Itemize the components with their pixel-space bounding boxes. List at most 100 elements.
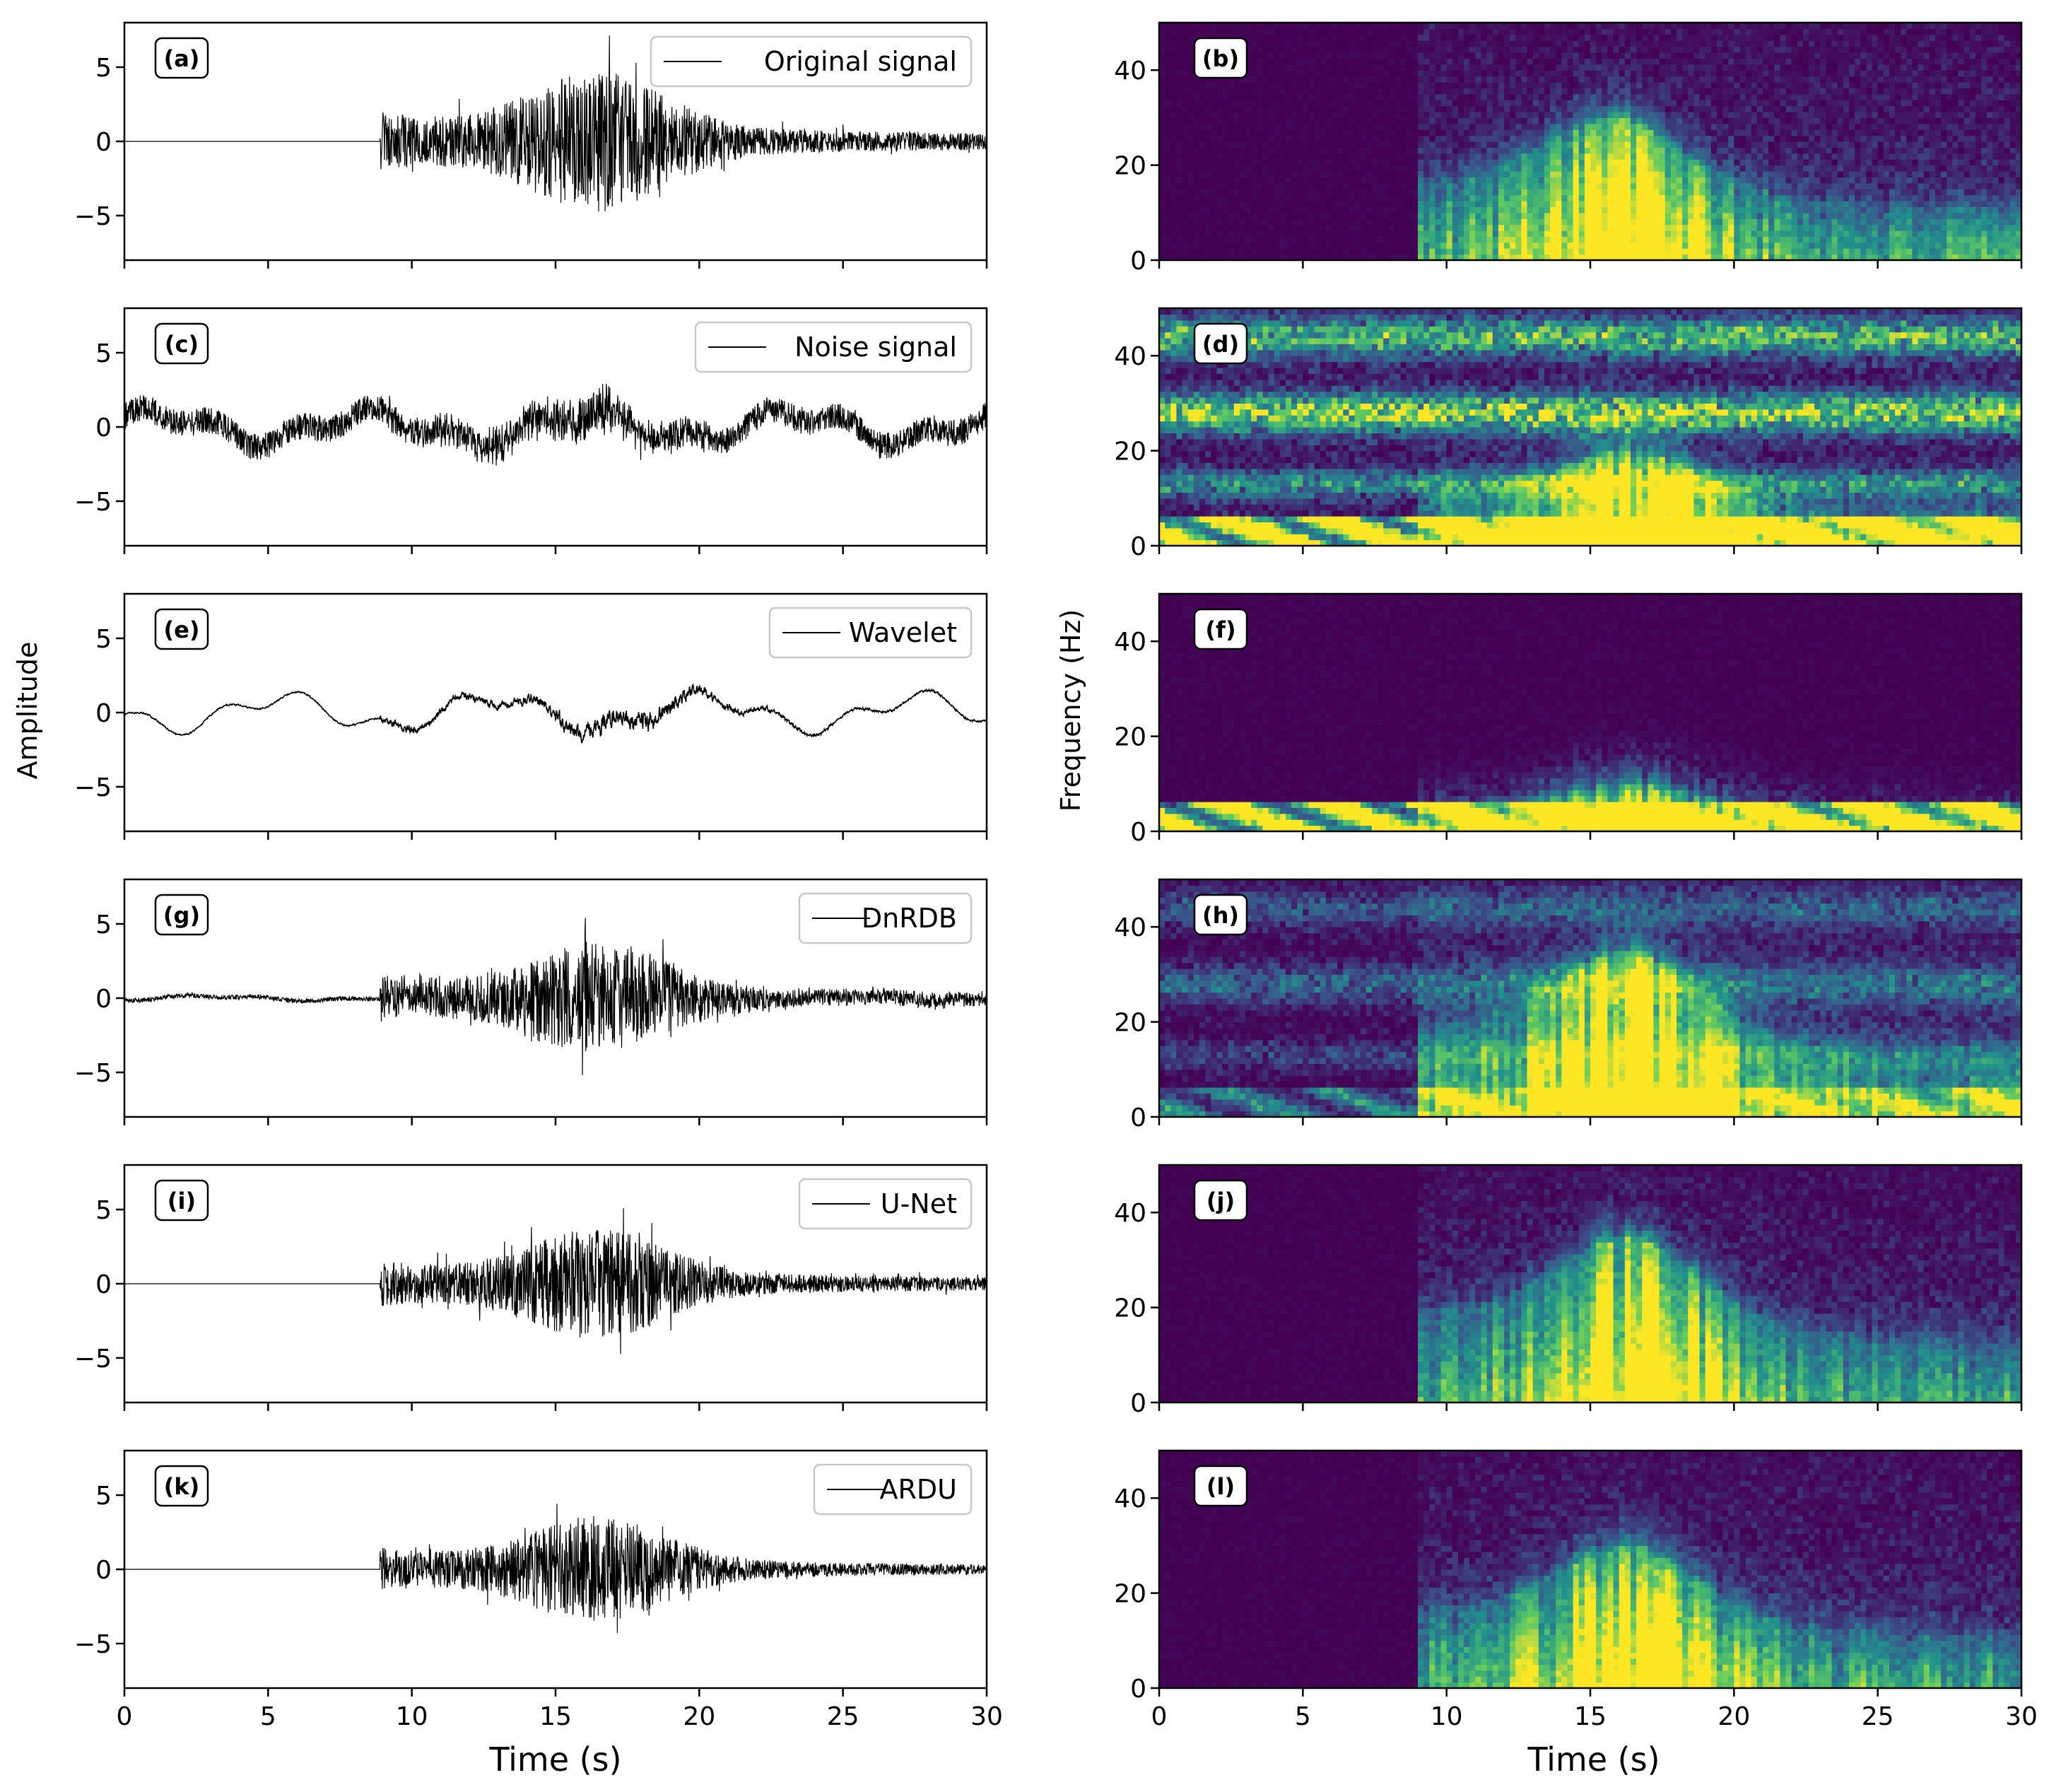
spectrogram-cell <box>1838 171 1844 177</box>
spectrogram-cell <box>1378 236 1384 242</box>
spectrogram-cell <box>1245 23 1252 29</box>
spectrogram-cell <box>1452 141 1459 148</box>
spectrogram-cell <box>1682 141 1689 148</box>
spectrogram-cell <box>1722 147 1729 153</box>
spectrogram-cell <box>1510 124 1516 130</box>
spectrogram-cell <box>1596 206 1602 213</box>
spectrogram-cell <box>1326 147 1332 153</box>
spectrogram-cell <box>1688 242 1694 249</box>
spectrogram-cell <box>1717 206 1723 213</box>
spectrogram-cell <box>1746 177 1752 183</box>
spectrogram-cell <box>1602 242 1608 249</box>
spectrogram-cell <box>1498 106 1505 112</box>
spectrogram-cell <box>1653 106 1660 112</box>
spectrogram-cell <box>1515 70 1522 76</box>
spectrogram-cell <box>1412 195 1419 201</box>
spectrogram-cell <box>1590 47 1597 53</box>
spectrogram-cell <box>1383 52 1390 59</box>
spectrogram-cell <box>1596 183 1602 189</box>
spectrogram-cell <box>1510 242 1516 249</box>
spectrogram-cell <box>1780 28 1786 35</box>
spectrogram-cell <box>1332 23 1338 29</box>
spectrogram-cell <box>1849 82 1855 88</box>
spectrogram-cell <box>1182 136 1189 142</box>
spectrogram-cell <box>1366 213 1373 219</box>
spectrogram-cell <box>1395 218 1401 225</box>
spectrogram-cell <box>1671 117 1677 124</box>
spectrogram-cell <box>1447 47 1453 53</box>
spectrogram-cell <box>1435 124 1441 130</box>
spectrogram-cell <box>1561 58 1568 64</box>
spectrogram-cell <box>1590 82 1597 88</box>
spectrogram-cell <box>1728 153 1734 160</box>
spectrogram-cell <box>1826 136 1832 142</box>
spectrogram-cell <box>1803 153 1809 160</box>
spectrogram-cell <box>1527 171 1534 177</box>
spectrogram-cell <box>1401 106 1407 112</box>
spectrogram-cell <box>1257 206 1263 213</box>
spectrogram-cell <box>1240 159 1246 165</box>
spectrogram-cell <box>1194 112 1200 118</box>
spectrogram-cell <box>1596 88 1602 94</box>
spectrogram-cell <box>1625 58 1631 64</box>
spectrogram-cell <box>1515 236 1522 242</box>
spectrogram-cell <box>1251 52 1257 59</box>
spectrogram-cell <box>1838 23 1844 29</box>
spectrogram-cell <box>1746 124 1752 130</box>
spectrogram-cell <box>1452 147 1459 153</box>
spectrogram-cell <box>1240 248 1246 254</box>
spectrogram-cell <box>1636 35 1643 41</box>
spectrogram-cell <box>1803 136 1809 142</box>
spectrogram-cell <box>1688 189 1694 195</box>
spectrogram-cell <box>1832 129 1838 136</box>
spectrogram-cell <box>1544 40 1551 47</box>
spectrogram-cell <box>1636 165 1643 172</box>
spectrogram-cell <box>1349 35 1355 41</box>
spectrogram-cell <box>1746 248 1752 254</box>
spectrogram-cell <box>1165 88 1171 94</box>
spectrogram-cell <box>1636 189 1643 195</box>
spectrogram-cell <box>1251 242 1257 249</box>
spectrogram-cell <box>1469 248 1476 254</box>
spectrogram-cell <box>1561 141 1568 148</box>
spectrogram-cell <box>1269 201 1275 207</box>
spectrogram-cell <box>1768 124 1775 130</box>
spectrogram-cell <box>1693 248 1700 254</box>
spectrogram-cell <box>1452 35 1459 41</box>
spectrogram-cell <box>1636 177 1643 183</box>
spectrogram-cell <box>1274 159 1281 165</box>
spectrogram-cell <box>1602 218 1608 225</box>
spectrogram-cell <box>1642 141 1648 148</box>
spectrogram-cell <box>1216 230 1223 237</box>
spectrogram-cell <box>1832 165 1838 172</box>
spectrogram-cell <box>1544 52 1551 59</box>
spectrogram-cell <box>1711 147 1718 153</box>
spectrogram-cell <box>1763 88 1769 94</box>
spectrogram-cell <box>1619 189 1626 195</box>
spectrogram-cell <box>1567 195 1573 201</box>
spectrogram-cell <box>1838 76 1844 83</box>
spectrogram-cell <box>1332 242 1338 249</box>
spectrogram-cell <box>1832 52 1838 59</box>
spectrogram-cell <box>1734 129 1740 136</box>
spectrogram-cell <box>1556 165 1562 172</box>
spectrogram-cell <box>1262 112 1269 118</box>
spectrogram-cell <box>1251 189 1257 195</box>
spectrogram-cell <box>1280 230 1286 237</box>
spectrogram-cell <box>1395 206 1401 213</box>
spectrogram-cell <box>1550 248 1556 254</box>
spectrogram-cell <box>1475 218 1481 225</box>
spectrogram-cell <box>1228 165 1235 172</box>
spectrogram-cell <box>1614 189 1620 195</box>
spectrogram-cell <box>1700 70 1706 76</box>
spectrogram-cell <box>1435 23 1441 29</box>
spectrogram-cell <box>1349 47 1355 53</box>
spectrogram-cell <box>1510 147 1516 153</box>
spectrogram-cell <box>1447 218 1453 225</box>
spectrogram-cell <box>1625 76 1631 83</box>
spectrogram-cell <box>1809 64 1815 71</box>
spectrogram-cell <box>1412 64 1419 71</box>
spectrogram-cell <box>1585 242 1591 249</box>
spectrogram-cell <box>1602 70 1608 76</box>
spectrogram-cell <box>1498 70 1505 76</box>
